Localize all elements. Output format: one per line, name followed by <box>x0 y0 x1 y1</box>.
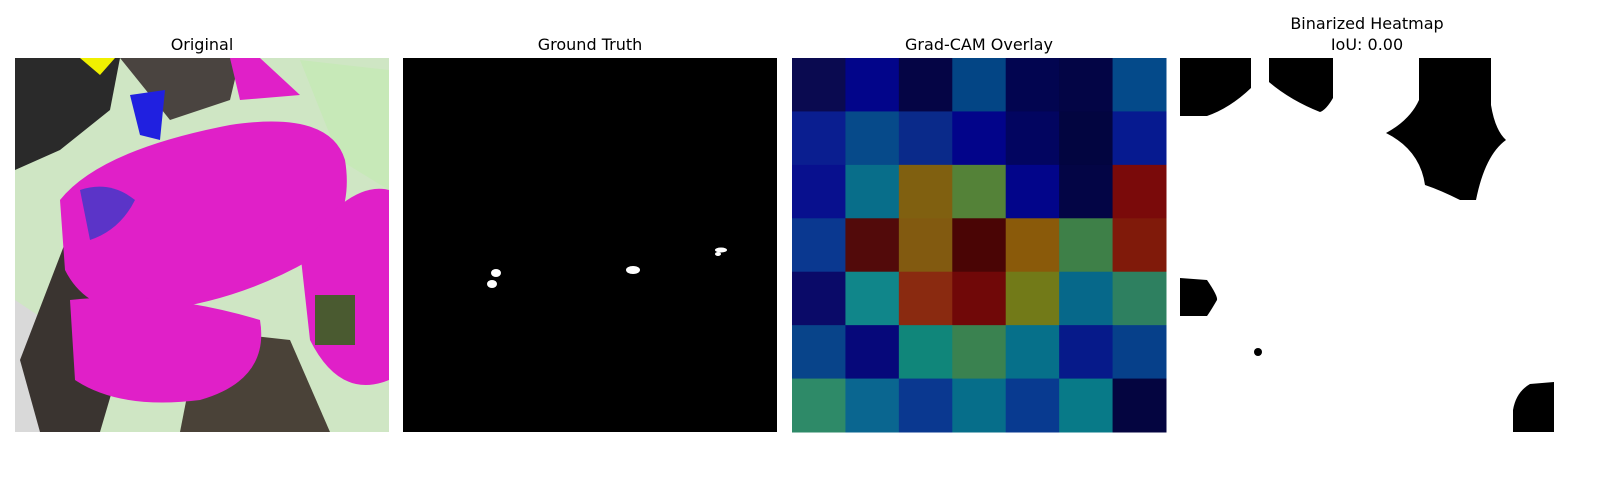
heatmap-cell <box>1005 164 1060 219</box>
panel-title: Binarized Heatmap <box>1290 14 1443 33</box>
heatmap-cell <box>1059 378 1114 433</box>
heatmap-cell <box>1059 164 1114 219</box>
heatmap-cell <box>898 164 953 219</box>
heatmap-cell <box>1112 111 1167 166</box>
heatmap-cell <box>1112 218 1167 273</box>
heatmap-cell <box>792 58 846 112</box>
heatmap-cell <box>1005 271 1060 326</box>
heatmap-cell <box>845 325 900 380</box>
heatmap-cell <box>952 218 1007 273</box>
heatmap-cell <box>1005 325 1060 380</box>
heatmap-cell <box>1112 271 1167 326</box>
panel-title: Original <box>171 35 234 54</box>
heatmap-cell <box>792 271 846 326</box>
heatmap-cell <box>898 325 953 380</box>
heatmap-cell <box>952 378 1007 433</box>
heatmap-cell <box>792 325 846 380</box>
heatmap-cell <box>1059 58 1114 112</box>
panel-title: Ground Truth <box>538 35 643 54</box>
heatmap-cell <box>898 218 953 273</box>
heatmap-cell <box>1005 58 1060 112</box>
heatmap-cell <box>845 58 900 112</box>
heatmap-cell <box>1059 218 1114 273</box>
heatmap-cell <box>1059 271 1114 326</box>
original-image <box>15 58 389 432</box>
ground-truth-mask <box>403 58 777 432</box>
heatmap-cell <box>1059 325 1114 380</box>
heatmap-cell <box>1005 218 1060 273</box>
heatmap-cell <box>952 111 1007 166</box>
heatmap-cell <box>952 271 1007 326</box>
heatmap-cell <box>1112 325 1167 380</box>
heatmap-cell <box>1059 111 1114 166</box>
heatmap-cell <box>1005 111 1060 166</box>
gradcam-grid <box>792 58 1167 433</box>
heatmap-cell <box>845 218 900 273</box>
heatmap-cell <box>845 378 900 433</box>
panel-title: Grad-CAM Overlay <box>905 35 1053 54</box>
heatmap-cell <box>1112 58 1167 112</box>
heatmap-cell <box>1112 378 1167 433</box>
heatmap-cell <box>952 164 1007 219</box>
heatmap-cell <box>952 58 1007 112</box>
heatmap-cell <box>792 164 846 219</box>
heatmap-cell <box>898 378 953 433</box>
heatmap-cell <box>1112 164 1167 219</box>
heatmap-cell <box>898 111 953 166</box>
heatmap-cell <box>898 271 953 326</box>
heatmap-cell <box>898 58 953 112</box>
panel-subtitle: IoU: 0.00 <box>1331 35 1403 54</box>
heatmap-cell <box>845 271 900 326</box>
binarized-heatmap <box>1180 58 1554 432</box>
heatmap-cell <box>792 378 846 433</box>
heatmap-cell <box>952 325 1007 380</box>
heatmap-cell <box>792 218 846 273</box>
heatmap-cell <box>792 111 846 166</box>
heatmap-cell <box>1005 378 1060 433</box>
heatmap-cell <box>845 164 900 219</box>
heatmap-cell <box>845 111 900 166</box>
